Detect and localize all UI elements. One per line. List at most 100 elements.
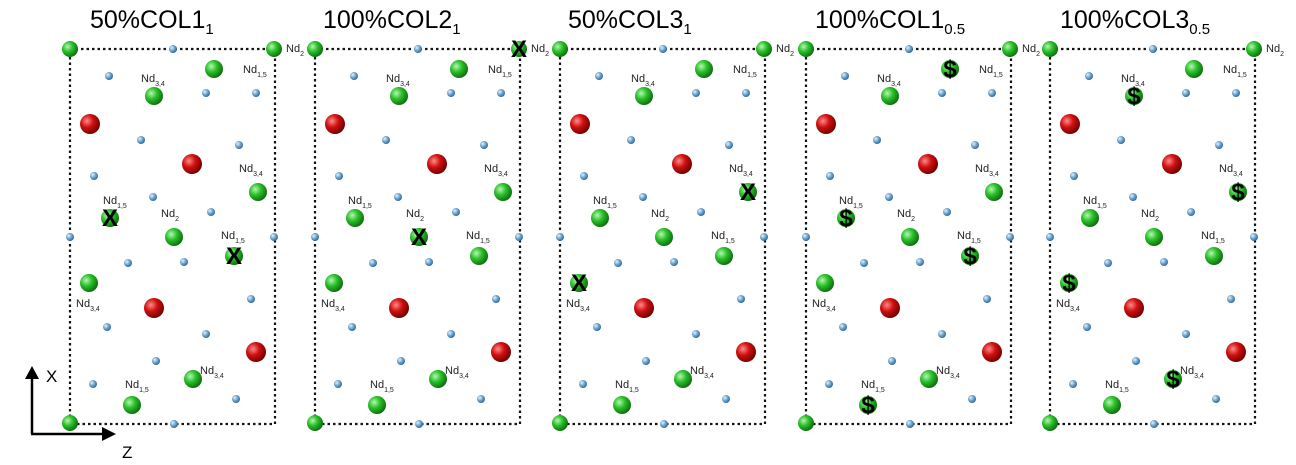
nd-atom-nd15-bottom bbox=[859, 396, 877, 414]
small-atom bbox=[983, 295, 991, 303]
nd-site-label: Nd2 bbox=[1266, 43, 1284, 58]
unit-cell-panel-1: Nd1,5 Nd3,4 Nd3,4 Nd1,5 Nd2 Nd1,5 Nd3,4 Nd3,4 Nd… bbox=[62, 41, 304, 431]
small-atom bbox=[334, 380, 342, 388]
red-atom bbox=[246, 342, 266, 362]
small-atom bbox=[207, 208, 215, 216]
red-atom bbox=[1226, 342, 1246, 362]
nd-atom-nd15-left bbox=[101, 209, 119, 227]
red-atom bbox=[491, 342, 511, 362]
small-atom bbox=[627, 136, 635, 144]
small-atom bbox=[480, 141, 488, 149]
small-atom bbox=[1187, 208, 1195, 216]
substitution-marker: $ bbox=[1127, 83, 1141, 110]
small-atom bbox=[382, 136, 390, 144]
small-atom bbox=[938, 89, 946, 97]
small-atom bbox=[968, 395, 976, 403]
nd-site-label: Nd1,5 bbox=[103, 195, 127, 210]
small-atom bbox=[90, 172, 98, 180]
nd-atom-nd34-bottom bbox=[674, 370, 692, 388]
small-atom bbox=[105, 72, 113, 80]
small-atom bbox=[66, 233, 74, 241]
small-atom bbox=[169, 45, 177, 53]
red-atom bbox=[736, 342, 756, 362]
small-atom bbox=[642, 357, 650, 365]
small-atom bbox=[660, 420, 668, 428]
nd-site-label: Nd2 bbox=[161, 208, 179, 223]
red-atom bbox=[80, 114, 100, 134]
small-atom bbox=[1006, 233, 1014, 241]
small-atom bbox=[722, 395, 730, 403]
small-atom bbox=[760, 233, 768, 241]
nd-atom-nd2-top-right bbox=[1246, 41, 1262, 57]
small-atom bbox=[232, 395, 240, 403]
nd-atom-nd2-bot-left bbox=[307, 415, 323, 431]
nd-atom-nd34-bottom bbox=[429, 370, 447, 388]
nd-atom-nd15-left bbox=[591, 209, 609, 227]
small-atom bbox=[180, 258, 188, 266]
red-atom bbox=[325, 114, 345, 134]
small-atom bbox=[1160, 258, 1168, 266]
nd-atom-nd2-top-right bbox=[511, 41, 527, 57]
small-atom bbox=[1104, 259, 1112, 267]
small-atom bbox=[1132, 357, 1140, 365]
nd-atom-nd15-bottom bbox=[1103, 396, 1121, 414]
nd-site-label: Nd3,4 bbox=[1219, 163, 1243, 178]
nd-site-label: Nd1,5 bbox=[861, 379, 885, 394]
small-atom bbox=[742, 89, 750, 97]
substitution-marker: X bbox=[102, 205, 118, 232]
small-atom bbox=[1182, 330, 1190, 338]
small-atom bbox=[1150, 420, 1158, 428]
red-atom bbox=[1060, 114, 1080, 134]
nd-atom-nd34-left bbox=[325, 274, 343, 292]
substitution-marker: X bbox=[740, 179, 756, 206]
small-atom bbox=[988, 89, 996, 97]
nd-atom-nd2-center bbox=[410, 228, 428, 246]
panel-title-4: 100%COL10.5 bbox=[815, 6, 966, 38]
small-atom bbox=[335, 172, 343, 180]
nd-atom-nd2-top-left bbox=[62, 41, 78, 57]
nd-site-label: Nd3,4 bbox=[690, 365, 714, 380]
small-atom bbox=[394, 193, 402, 201]
small-atom bbox=[477, 395, 485, 403]
small-atom bbox=[593, 323, 601, 331]
nd-atom-nd34-top bbox=[145, 87, 163, 105]
small-atom bbox=[492, 295, 500, 303]
nd-site-label: Nd3,4 bbox=[1121, 73, 1145, 88]
nd-atom-nd34-bottom bbox=[920, 370, 938, 388]
nd-atom-nd34-right bbox=[1229, 183, 1247, 201]
small-atom bbox=[659, 45, 667, 53]
small-atom bbox=[252, 89, 260, 97]
small-atom bbox=[137, 136, 145, 144]
red-atom bbox=[918, 154, 938, 174]
nd-site-label: Nd3,4 bbox=[566, 298, 590, 313]
red-atom bbox=[634, 298, 654, 318]
nd-atom-nd15-left bbox=[837, 209, 855, 227]
x-axis-arrowhead bbox=[25, 366, 39, 379]
substitution-marker: X bbox=[411, 224, 427, 251]
small-atom bbox=[415, 420, 423, 428]
nd-atom-nd2-top-left bbox=[1042, 41, 1058, 57]
nd-site-label: Nd3,4 bbox=[729, 163, 753, 178]
nd-site-label: Nd1,5 bbox=[370, 379, 394, 394]
nd-atom-nd34-left bbox=[80, 274, 98, 292]
nd-atom-nd34-top bbox=[881, 87, 899, 105]
nd-atom-nd15-left bbox=[1081, 209, 1099, 227]
unit-cell-panel-4: Nd1,5 Nd3,4 Nd3,4 Nd1,5 Nd2 Nd1,5 Nd3,4 Nd3,4 Nd… bbox=[798, 41, 1040, 431]
nd-site-label: Nd3,4 bbox=[631, 73, 655, 88]
nd-atom-nd15-left bbox=[346, 209, 364, 227]
nd-site-label: Nd3,4 bbox=[812, 298, 836, 313]
nd-site-label: Nd1,5 bbox=[733, 64, 757, 79]
small-atom bbox=[1117, 136, 1125, 144]
substitution-marker: X bbox=[571, 270, 587, 297]
nd-site-label: Nd2 bbox=[776, 43, 794, 58]
red-atom bbox=[182, 154, 202, 174]
small-atom bbox=[906, 420, 914, 428]
small-atom bbox=[737, 295, 745, 303]
nd-site-label: Nd3,4 bbox=[975, 163, 999, 178]
nd-site-label: Nd3,4 bbox=[936, 365, 960, 380]
small-atom bbox=[1232, 89, 1240, 97]
panel-title-5: 100%COL30.5 bbox=[1060, 6, 1211, 38]
nd-site-label: Nd1,5 bbox=[488, 64, 512, 79]
small-atom bbox=[841, 72, 849, 80]
nd-atom-nd15-bottom bbox=[368, 396, 386, 414]
